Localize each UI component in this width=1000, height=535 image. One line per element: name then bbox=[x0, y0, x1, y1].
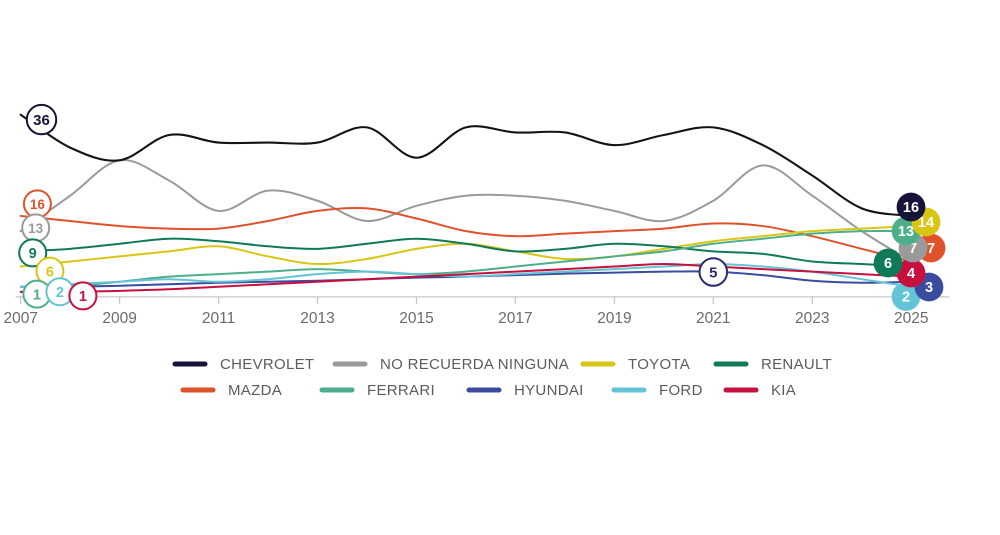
svg-text:13: 13 bbox=[898, 224, 914, 240]
svg-text:2025: 2025 bbox=[894, 310, 928, 327]
svg-text:2015: 2015 bbox=[399, 310, 433, 327]
svg-text:FERRARI: FERRARI bbox=[367, 382, 435, 399]
svg-text:6: 6 bbox=[46, 264, 54, 280]
svg-text:HYUNDAI: HYUNDAI bbox=[514, 382, 584, 399]
svg-text:2007: 2007 bbox=[3, 310, 37, 327]
svg-text:NO RECUERDA NINGUNA: NO RECUERDA NINGUNA bbox=[380, 356, 569, 373]
svg-text:5: 5 bbox=[709, 264, 717, 281]
svg-text:CHEVROLET: CHEVROLET bbox=[220, 356, 314, 373]
svg-text:FORD: FORD bbox=[659, 382, 703, 399]
svg-text:MAZDA: MAZDA bbox=[228, 382, 282, 399]
svg-text:2021: 2021 bbox=[696, 310, 730, 327]
svg-text:13: 13 bbox=[28, 221, 44, 236]
svg-text:1: 1 bbox=[79, 289, 87, 305]
svg-text:2011: 2011 bbox=[202, 310, 235, 327]
svg-text:2023: 2023 bbox=[795, 310, 829, 327]
svg-text:1: 1 bbox=[33, 287, 41, 303]
svg-text:36: 36 bbox=[33, 112, 50, 129]
svg-text:7: 7 bbox=[927, 241, 935, 257]
svg-text:2017: 2017 bbox=[498, 310, 532, 327]
svg-text:RENAULT: RENAULT bbox=[761, 356, 832, 373]
svg-text:TOYOTA: TOYOTA bbox=[628, 356, 690, 373]
svg-text:2: 2 bbox=[902, 290, 910, 306]
svg-text:2009: 2009 bbox=[102, 310, 136, 327]
svg-text:2019: 2019 bbox=[597, 310, 631, 327]
svg-text:16: 16 bbox=[903, 200, 919, 216]
svg-text:2: 2 bbox=[56, 285, 64, 301]
svg-text:2013: 2013 bbox=[300, 310, 334, 327]
svg-text:3: 3 bbox=[925, 280, 933, 296]
svg-text:6: 6 bbox=[884, 256, 892, 272]
svg-text:16: 16 bbox=[30, 197, 46, 212]
svg-text:KIA: KIA bbox=[771, 382, 796, 399]
svg-text:9: 9 bbox=[29, 246, 37, 262]
svg-text:4: 4 bbox=[907, 266, 915, 282]
